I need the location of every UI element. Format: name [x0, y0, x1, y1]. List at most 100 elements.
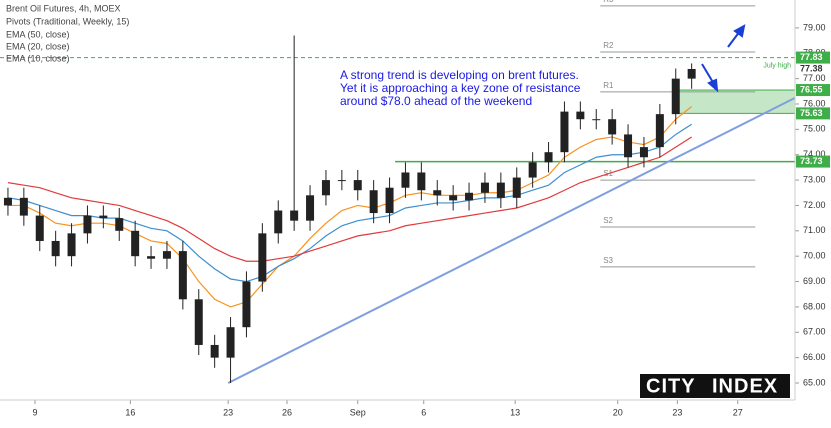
candle-body: [67, 233, 76, 257]
candle-body: [83, 215, 92, 234]
legend-item: Pivots (Traditional, Weekly, 15): [6, 16, 129, 26]
trendline: [227, 97, 796, 384]
candle-body: [385, 187, 394, 214]
annotation: A strong trend is developing on brent fu…: [340, 68, 579, 82]
y-tick-label: 74.00: [803, 149, 826, 159]
price-label-bg: [796, 84, 830, 97]
y-tick-label: 75.00: [803, 124, 826, 134]
candle-body: [671, 78, 680, 115]
candle-body: [480, 182, 489, 193]
candle-body: [337, 180, 346, 182]
annotation: around $78.0 ahead of the weekend: [340, 94, 532, 108]
price-label: 75.63: [800, 108, 823, 118]
candle-body: [306, 195, 315, 221]
candle-body: [655, 114, 664, 148]
candle-body: [210, 344, 219, 358]
y-tick-label: 69.00: [803, 276, 826, 286]
y-tick-label: 66.00: [803, 352, 826, 362]
x-tick-label: 16: [125, 407, 135, 417]
candle-body: [226, 327, 235, 358]
candle-body: [3, 197, 12, 206]
pivot-label: S2: [603, 216, 613, 225]
price-label: 76.55: [800, 84, 823, 94]
candle-body: [115, 218, 124, 231]
candle-body: [449, 195, 458, 201]
candle-body: [576, 111, 585, 120]
candle-body: [496, 182, 505, 198]
price-label-bg: [796, 51, 830, 64]
x-tick-label: 26: [282, 407, 292, 417]
candle-body: [194, 299, 203, 345]
y-tick-label: 67.00: [803, 327, 826, 337]
logo-text: INDEX: [712, 375, 778, 397]
y-tick-label: 68.00: [803, 301, 826, 311]
marks: July highR3R2R1S1S2S3: [0, 0, 796, 384]
x-tick-label: 6: [421, 407, 426, 417]
candle-body: [417, 172, 426, 191]
candle-body: [624, 134, 633, 158]
price-label: 73.73: [800, 156, 823, 166]
candle-body: [401, 172, 410, 188]
legend-item: EMA (20, close): [6, 41, 70, 51]
y-tick-label: 76.00: [803, 98, 826, 108]
price-label-bg: [796, 155, 830, 168]
candle-body: [687, 68, 696, 79]
candle-body: [544, 152, 553, 163]
candle-body: [433, 190, 442, 196]
candle-body: [528, 162, 537, 178]
candle-body: [131, 230, 140, 257]
candle-body: [560, 111, 569, 153]
arrow-head: [733, 24, 746, 38]
resistance-zone: [677, 89, 796, 114]
y-tick-label: 77.00: [803, 73, 826, 83]
chart-title: Brent Oil Futures, 4h, MOEX: [6, 3, 121, 13]
axis-labels: 65.00 66.00 67.00 68.00 69.00 70.00 71.00 72.00…: [32, 22, 830, 417]
candle-body: [369, 190, 378, 214]
x-tick-label: 27: [733, 407, 743, 417]
x-tick-label: Sep: [350, 407, 366, 417]
arrows: [701, 24, 746, 93]
y-tick-label: 73.00: [803, 174, 826, 184]
candle-body: [639, 147, 648, 158]
candle-body: [608, 119, 617, 135]
candle-body: [19, 197, 28, 216]
logo-bg: [640, 374, 790, 398]
july-high-label: July high: [763, 62, 791, 69]
logo-text: CITY: [646, 375, 696, 397]
price-label: 77.83: [800, 52, 823, 62]
y-tick-label: 65.00: [803, 377, 826, 387]
ema-line: [7, 136, 692, 262]
candle-body: [51, 240, 60, 257]
candle-body: [147, 256, 156, 259]
candle-body: [162, 251, 171, 259]
pivot-label: R3: [603, 0, 614, 4]
y-tick-label: 70.00: [803, 251, 826, 261]
y-tick-label: 72.00: [803, 200, 826, 210]
x-tick-label: 9: [32, 407, 37, 417]
candle-body: [178, 251, 187, 300]
x-tick-label: 23: [223, 407, 233, 417]
candle-body: [274, 210, 283, 234]
candle-body: [465, 192, 474, 201]
y-tick-label: 79.00: [803, 22, 826, 32]
candle-body: [512, 177, 521, 198]
y-tick-label: 71.00: [803, 225, 826, 235]
x-tick-label: 23: [672, 407, 682, 417]
legend-item: EMA (50, close): [6, 29, 70, 39]
candle-body: [592, 119, 601, 121]
candle-body: [99, 215, 108, 219]
logo: CITY INDEX: [640, 374, 790, 398]
pivot-label: S3: [603, 256, 613, 265]
annotation: Yet it is approaching a key zone of resi…: [340, 81, 581, 95]
candle-body: [321, 180, 330, 196]
candle-body: [258, 233, 267, 282]
pivot-label: R2: [603, 41, 614, 50]
candle-body: [242, 281, 251, 328]
x-tick-label: 20: [613, 407, 623, 417]
pivot-label: R1: [603, 81, 614, 90]
x-tick-label: 13: [510, 407, 520, 417]
legend-item: EMA (10, close): [6, 53, 70, 63]
